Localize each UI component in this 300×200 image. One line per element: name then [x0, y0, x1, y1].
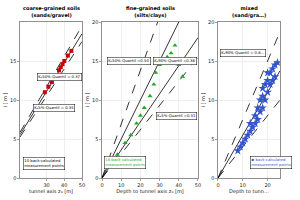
svg-text:40: 40	[176, 182, 182, 188]
svg-text:i [ m ]: i [ m ]	[200, 92, 206, 107]
svg-text:50: 50	[195, 182, 201, 188]
svg-text:Depth to tunnel axis z₀ [m]: Depth to tunnel axis z₀ [m]	[116, 188, 184, 195]
svg-text:20: 20	[264, 182, 270, 188]
svg-text:15: 15	[92, 58, 98, 64]
svg-text:Kₐ5%-Quantil =0.31: Kₐ5%-Quantil =0.31	[157, 113, 196, 118]
svg-text:10 back-calculatedmeasurement: 10 back-calculatedmeasurement points	[24, 158, 63, 168]
svg-text:20: 20	[92, 19, 98, 25]
svg-text:Kₐ5%-Quantil = 0.35: Kₐ5%-Quantil = 0.35	[34, 105, 74, 110]
svg-text:30: 30	[156, 182, 162, 188]
svg-text:tunnel axis z₀ [m]: tunnel axis z₀ [m]	[29, 188, 73, 194]
svg-text:0: 0	[211, 175, 214, 181]
svg-text:5: 5	[95, 136, 98, 142]
svg-text:10: 10	[118, 182, 124, 188]
svg-text:0: 0	[95, 175, 98, 181]
svg-text:15: 15	[10, 58, 16, 64]
svg-text:50: 50	[79, 182, 85, 188]
svg-text:10: 10	[92, 97, 98, 103]
svg-text:5: 5	[13, 136, 16, 142]
svg-text:20: 20	[137, 182, 143, 188]
svg-text:Kₐ90%-Quantil =0.36: Kₐ90%-Quantil =0.36	[154, 58, 195, 63]
svg-text:Kₐ90%-Quantil = 0.6…: Kₐ90%-Quantil = 0.6…	[221, 50, 264, 55]
svg-text:15: 15	[208, 58, 214, 64]
svg-text:mixed(sand/gra…): mixed(sand/gra…)	[232, 5, 266, 19]
svg-text:i [ m ]: i [ m ]	[2, 92, 8, 107]
svg-text:0: 0	[216, 182, 219, 188]
svg-text:10: 10	[240, 182, 246, 188]
svg-text:◆ back-calculatedmeasurement p: ◆ back-calculatedmeasurement points	[251, 157, 290, 167]
svg-text:10: 10	[10, 97, 16, 103]
svg-text:18 back-calculatedmeasurement: 18 back-calculatedmeasurement points	[105, 157, 144, 167]
svg-text:Kₐ50%-Quantil = 0.37: Kₐ50%-Quantil = 0.37	[38, 74, 80, 79]
svg-text:fine-grained soils(silts/clays: fine-grained soils(silts/clays)	[126, 5, 175, 19]
svg-text:0: 0	[13, 175, 16, 181]
svg-text:30: 30	[43, 182, 49, 188]
svg-text:10: 10	[208, 97, 214, 103]
svg-text:Kₐ50%-Quantil =0.50: Kₐ50%-Quantil =0.50	[108, 58, 149, 63]
svg-text:20: 20	[208, 19, 214, 25]
svg-text:coarse-grained soils(sands/gra: coarse-grained soils(sands/gravel)	[23, 5, 80, 19]
svg-text:40: 40	[61, 182, 67, 188]
svg-text:5: 5	[211, 136, 214, 142]
svg-text:0: 0	[100, 182, 103, 188]
svg-text:Depth to tunn…: Depth to tunn…	[229, 188, 269, 195]
svg-text:i [ m ]: i [ m ]	[84, 92, 90, 107]
